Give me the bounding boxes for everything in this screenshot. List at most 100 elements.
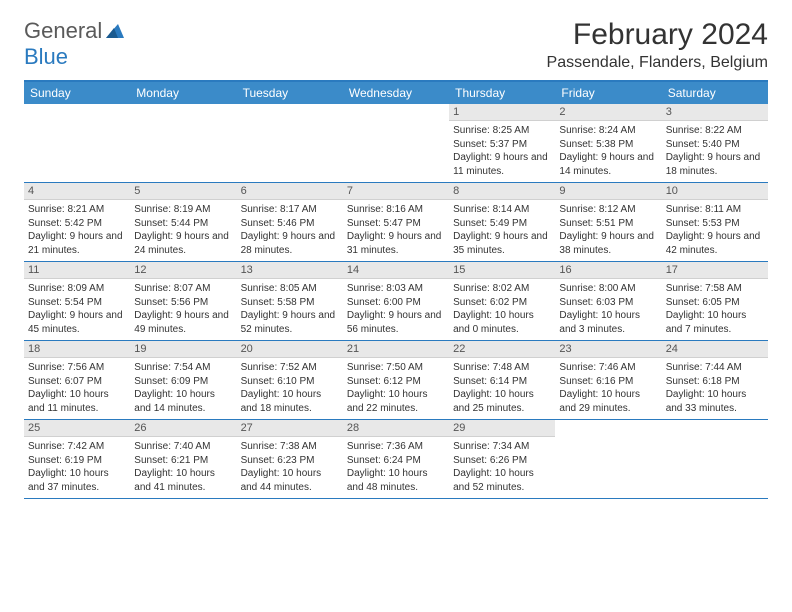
day-number: 11 bbox=[24, 262, 130, 279]
sunrise-line: Sunrise: 8:03 AM bbox=[347, 282, 445, 296]
daylight-line: Daylight: 9 hours and 49 minutes. bbox=[134, 309, 232, 336]
day-number: 6 bbox=[237, 183, 343, 200]
brand-text-1: General bbox=[24, 18, 102, 43]
daylight-line: Daylight: 10 hours and 25 minutes. bbox=[453, 388, 551, 415]
sunrise-line: Sunrise: 7:56 AM bbox=[28, 361, 126, 375]
sunrise-line: Sunrise: 7:34 AM bbox=[453, 440, 551, 454]
daylight-line: Daylight: 9 hours and 52 minutes. bbox=[241, 309, 339, 336]
sunset-line: Sunset: 5:49 PM bbox=[453, 217, 551, 231]
sunrise-line: Sunrise: 8:16 AM bbox=[347, 203, 445, 217]
day-cell: 1Sunrise: 8:25 AMSunset: 5:37 PMDaylight… bbox=[449, 104, 555, 182]
daylight-line: Daylight: 9 hours and 38 minutes. bbox=[559, 230, 657, 257]
sunset-line: Sunset: 6:07 PM bbox=[28, 375, 126, 389]
day-cell: 7Sunrise: 8:16 AMSunset: 5:47 PMDaylight… bbox=[343, 183, 449, 261]
day-cell: 6 Sunrise: 8:17 AMSunset: 5:46 PMDaylight… bbox=[237, 183, 343, 261]
day-body: Sunrise: 8:12 AMSunset: 5:51 PMDaylight:… bbox=[555, 200, 661, 260]
daylight-line: Daylight: 10 hours and 37 minutes. bbox=[28, 467, 126, 494]
weekday-label: Sunday bbox=[24, 82, 130, 104]
sunset-line: Sunset: 5:58 PM bbox=[241, 296, 339, 310]
day-number: 17 bbox=[662, 262, 768, 279]
day-cell: 4Sunrise: 8:21 AMSunset: 5:42 PMDaylight… bbox=[24, 183, 130, 261]
day-number: 18 bbox=[24, 341, 130, 358]
daylight-line: Daylight: 10 hours and 14 minutes. bbox=[134, 388, 232, 415]
day-body: Sunrise: 8:09 AMSunset: 5:54 PMDaylight:… bbox=[24, 279, 130, 339]
day-body: Sunrise: 7:50 AMSunset: 6:12 PMDaylight:… bbox=[343, 358, 449, 418]
daylight-line: Daylight: 9 hours and 21 minutes. bbox=[28, 230, 126, 257]
day-body: Sunrise: 8:16 AMSunset: 5:47 PMDaylight:… bbox=[343, 200, 449, 260]
sunrise-line: Sunrise: 7:42 AM bbox=[28, 440, 126, 454]
sunset-line: Sunset: 6:12 PM bbox=[347, 375, 445, 389]
day-number: 1 bbox=[449, 104, 555, 121]
sunrise-line: Sunrise: 7:44 AM bbox=[666, 361, 764, 375]
sunrise-line: Sunrise: 8:17 AM bbox=[241, 203, 339, 217]
sunset-line: Sunset: 5:46 PM bbox=[241, 217, 339, 231]
day-cell: 12Sunrise: 8:07 AMSunset: 5:56 PMDayligh… bbox=[130, 262, 236, 340]
sunrise-line: Sunrise: 8:07 AM bbox=[134, 282, 232, 296]
sunrise-line: Sunrise: 8:25 AM bbox=[453, 124, 551, 138]
daylight-line: Daylight: 9 hours and 28 minutes. bbox=[241, 230, 339, 257]
day-number: 3 bbox=[662, 104, 768, 121]
sunrise-line: Sunrise: 8:21 AM bbox=[28, 203, 126, 217]
sunset-line: Sunset: 5:38 PM bbox=[559, 138, 657, 152]
day-cell bbox=[130, 104, 236, 182]
day-body: Sunrise: 8:03 AMSunset: 6:00 PMDaylight:… bbox=[343, 279, 449, 339]
day-body: Sunrise: 8:22 AMSunset: 5:40 PMDaylight:… bbox=[662, 121, 768, 181]
daylight-line: Daylight: 9 hours and 42 minutes. bbox=[666, 230, 764, 257]
day-body: Sunrise: 8:24 AMSunset: 5:38 PMDaylight:… bbox=[555, 121, 661, 181]
weekday-label: Thursday bbox=[449, 82, 555, 104]
daylight-line: Daylight: 10 hours and 33 minutes. bbox=[666, 388, 764, 415]
sunrise-line: Sunrise: 8:22 AM bbox=[666, 124, 764, 138]
daylight-line: Daylight: 10 hours and 52 minutes. bbox=[453, 467, 551, 494]
daylight-line: Daylight: 10 hours and 41 minutes. bbox=[134, 467, 232, 494]
sunset-line: Sunset: 6:09 PM bbox=[134, 375, 232, 389]
day-number: 20 bbox=[237, 341, 343, 358]
day-number: 16 bbox=[555, 262, 661, 279]
day-cell: 21Sunrise: 7:50 AMSunset: 6:12 PMDayligh… bbox=[343, 341, 449, 419]
daylight-line: Daylight: 10 hours and 7 minutes. bbox=[666, 309, 764, 336]
day-cell: 24Sunrise: 7:44 AMSunset: 6:18 PMDayligh… bbox=[662, 341, 768, 419]
page-title: February 2024 bbox=[547, 18, 768, 52]
daylight-line: Daylight: 9 hours and 35 minutes. bbox=[453, 230, 551, 257]
sunset-line: Sunset: 6:16 PM bbox=[559, 375, 657, 389]
sunrise-line: Sunrise: 7:40 AM bbox=[134, 440, 232, 454]
sunrise-line: Sunrise: 7:50 AM bbox=[347, 361, 445, 375]
day-body: Sunrise: 8:25 AMSunset: 5:37 PMDaylight:… bbox=[449, 121, 555, 181]
day-body: Sunrise: 7:38 AMSunset: 6:23 PMDaylight:… bbox=[237, 437, 343, 497]
week-row: 18 Sunrise: 7:56 AMSunset: 6:07 PM Dayligh… bbox=[24, 341, 768, 420]
day-body: Sunrise: 8:02 AMSunset: 6:02 PMDaylight:… bbox=[449, 279, 555, 339]
day-cell: 23Sunrise: 7:46 AMSunset: 6:16 PMDayligh… bbox=[555, 341, 661, 419]
weeks-container: 1Sunrise: 8:25 AMSunset: 5:37 PMDaylight… bbox=[24, 104, 768, 499]
sunrise-line: Sunrise: 8:09 AM bbox=[28, 282, 126, 296]
sunrise-line: Sunrise: 8:24 AM bbox=[559, 124, 657, 138]
day-number: 28 bbox=[343, 420, 449, 437]
day-number: 5 bbox=[130, 183, 236, 200]
sunset-line: Sunset: 5:54 PM bbox=[28, 296, 126, 310]
day-body: Sunrise: 8:00 AMSunset: 6:03 PMDaylight:… bbox=[555, 279, 661, 339]
daylight-line: Daylight: 10 hours and 44 minutes. bbox=[241, 467, 339, 494]
day-number: 10 bbox=[662, 183, 768, 200]
week-row: 11Sunrise: 8:09 AMSunset: 5:54 PMDayligh… bbox=[24, 262, 768, 341]
sunrise-line: Sunrise: 8:05 AM bbox=[241, 282, 339, 296]
day-number: 13 bbox=[237, 262, 343, 279]
day-number: 2 bbox=[555, 104, 661, 121]
sunset-line: Sunset: 5:51 PM bbox=[559, 217, 657, 231]
daylight-line: Daylight: 10 hours and 22 minutes. bbox=[347, 388, 445, 415]
day-body: Sunrise: 7:42 AMSunset: 6:19 PMDaylight:… bbox=[24, 437, 130, 497]
sunset-line: Sunset: 5:44 PM bbox=[134, 217, 232, 231]
day-cell: 2Sunrise: 8:24 AMSunset: 5:38 PMDaylight… bbox=[555, 104, 661, 182]
sunset-line: Sunset: 5:37 PM bbox=[453, 138, 551, 152]
day-number: 8 bbox=[449, 183, 555, 200]
day-number: 25 bbox=[24, 420, 130, 437]
title-block: February 2024 Passendale, Flanders, Belg… bbox=[547, 18, 768, 72]
day-body: Sunrise: 7:58 AMSunset: 6:05 PMDaylight:… bbox=[662, 279, 768, 339]
day-number: 23 bbox=[555, 341, 661, 358]
day-cell: 11Sunrise: 8:09 AMSunset: 5:54 PMDayligh… bbox=[24, 262, 130, 340]
sunset-line: Sunset: 6:10 PM bbox=[241, 375, 339, 389]
day-number: 4 bbox=[24, 183, 130, 200]
sunrise-line: Sunrise: 7:46 AM bbox=[559, 361, 657, 375]
sunset-line: Sunset: 5:53 PM bbox=[666, 217, 764, 231]
sunset-line: Sunset: 6:02 PM bbox=[453, 296, 551, 310]
day-cell: 17Sunrise: 7:58 AMSunset: 6:05 PMDayligh… bbox=[662, 262, 768, 340]
day-body: Sunrise: 7:36 AMSunset: 6:24 PMDaylight:… bbox=[343, 437, 449, 497]
sunset-line: Sunset: 5:47 PM bbox=[347, 217, 445, 231]
